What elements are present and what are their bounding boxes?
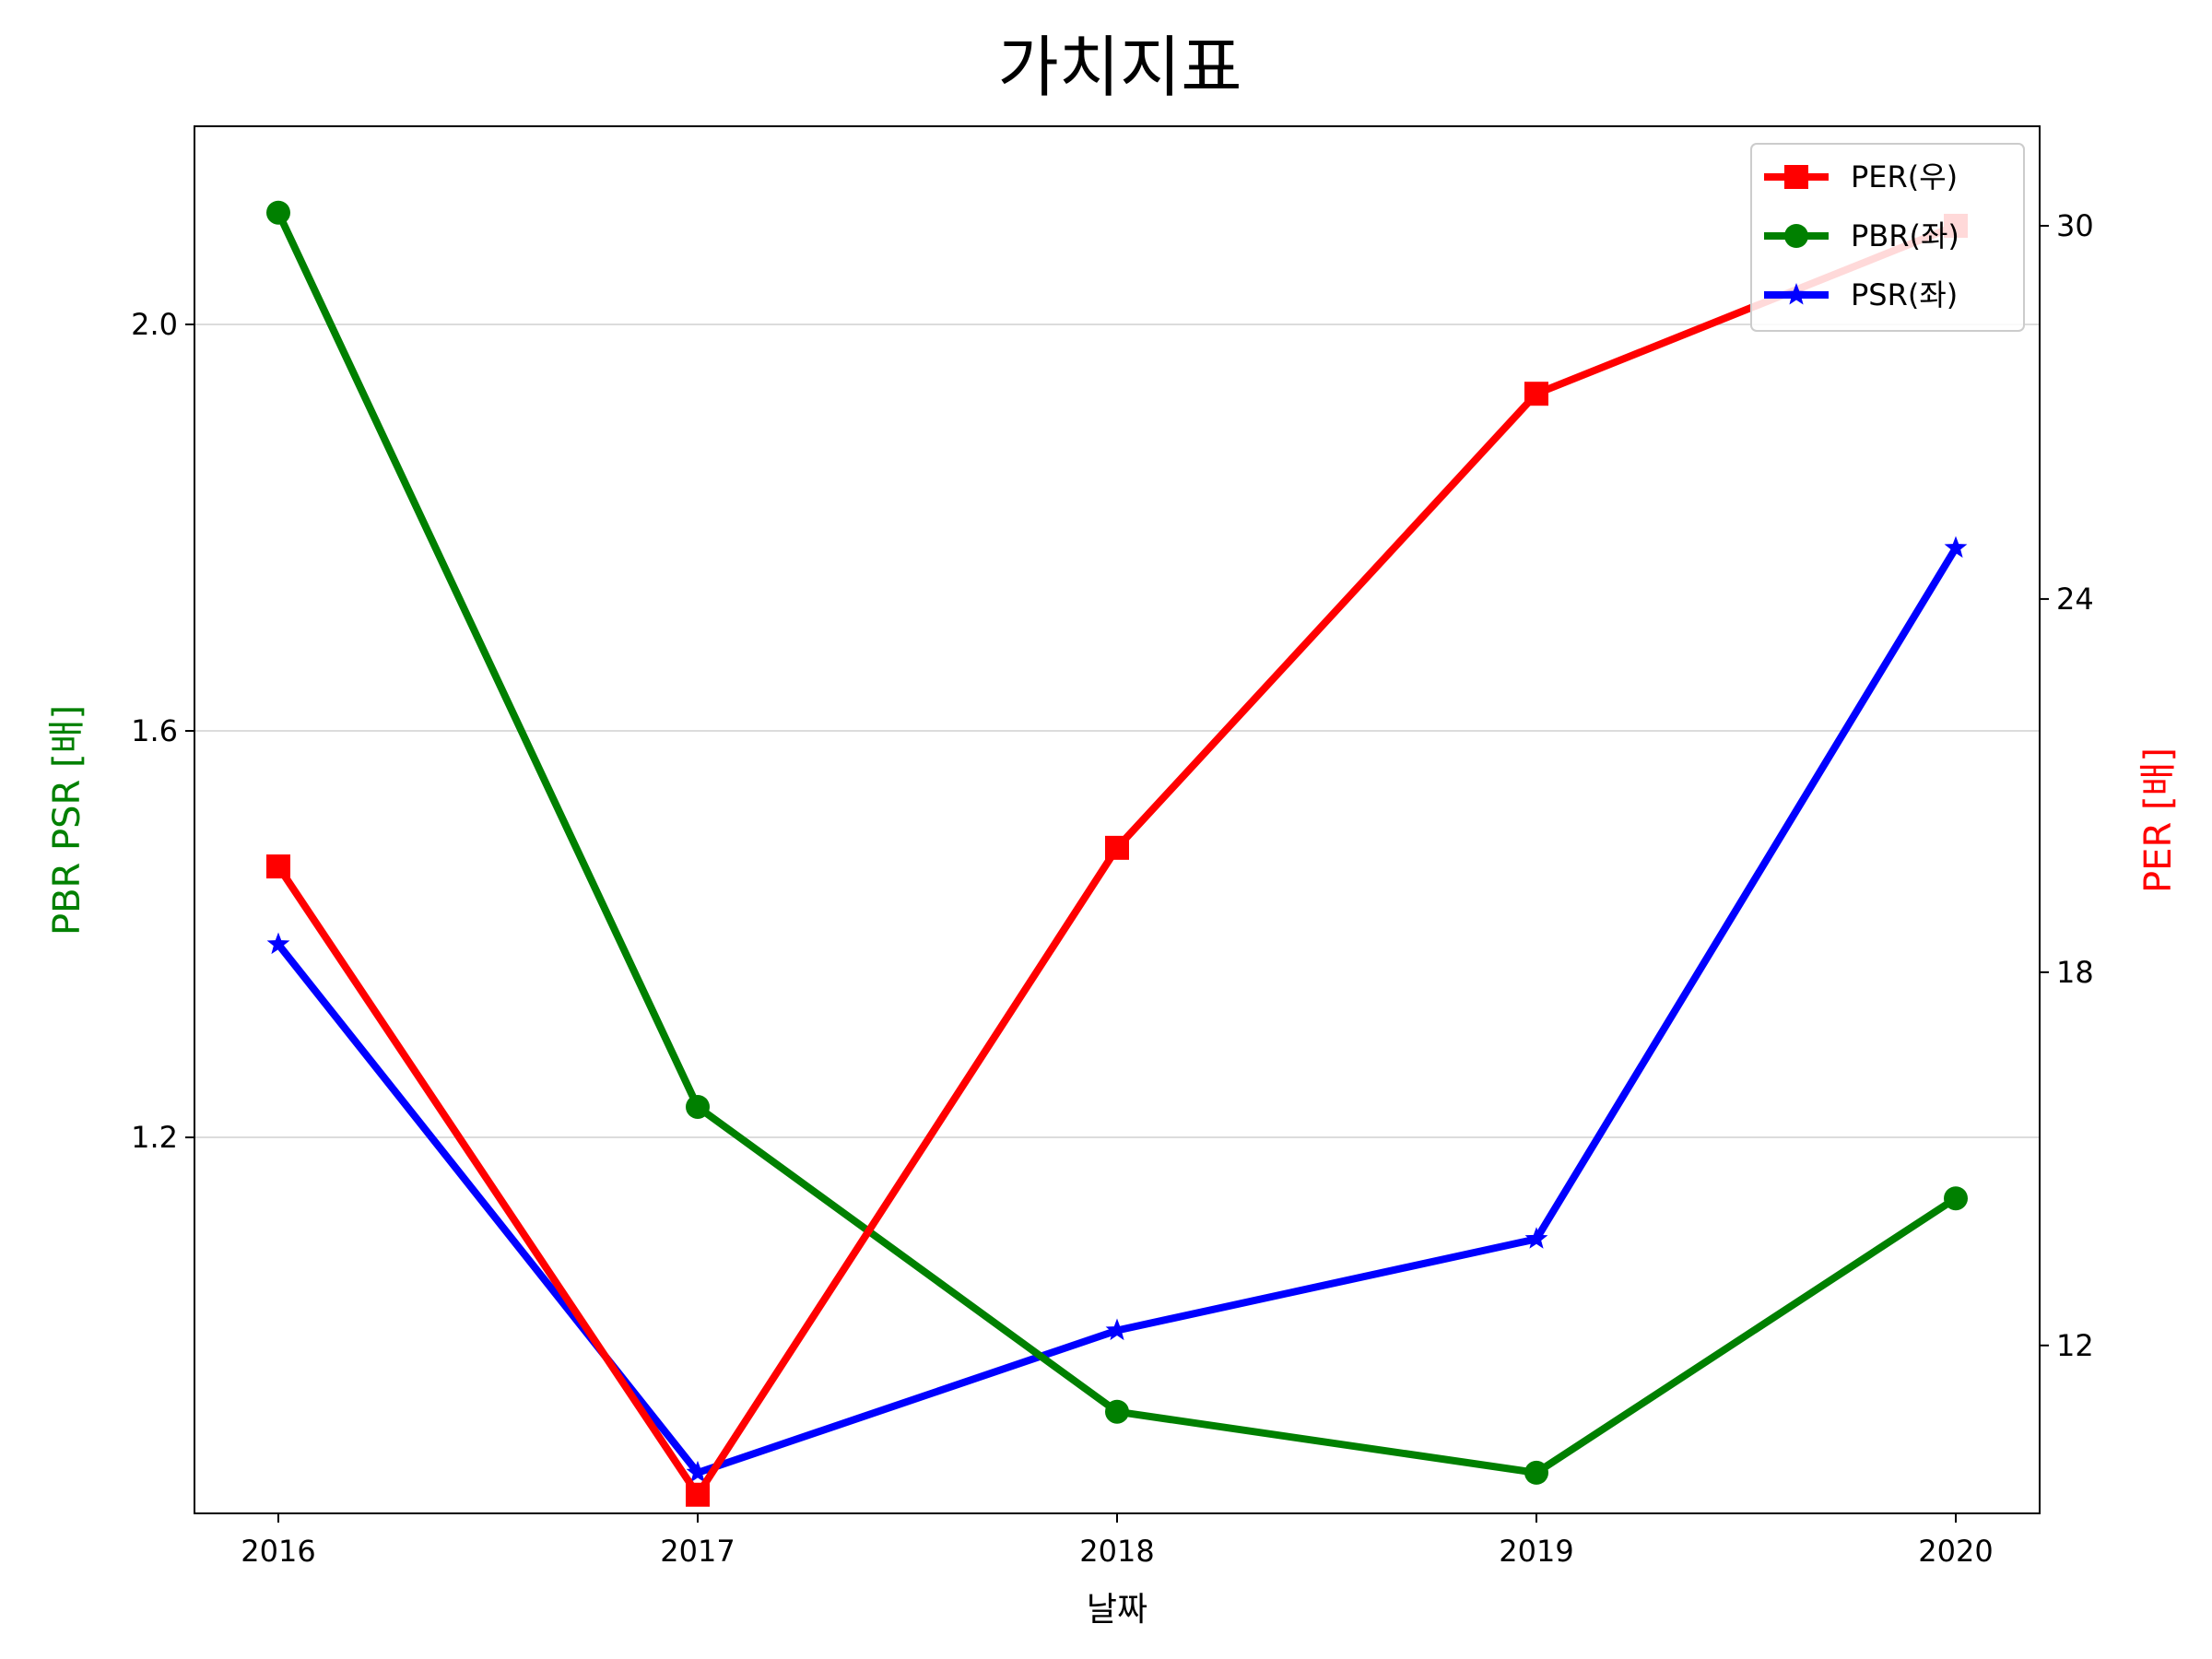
series-psr-point	[686, 1460, 710, 1483]
chart-title: 가치지표	[998, 29, 1242, 106]
series-per	[266, 213, 1968, 1507]
x-tick-label: 2020	[1918, 1534, 1993, 1569]
y-axis-right-label: PER [배]	[2137, 747, 2180, 893]
legend-box	[1750, 143, 2025, 332]
grid-lines	[194, 324, 2040, 1138]
y-axis-right: 30 24 18 12	[2040, 208, 2094, 1363]
legend-item-per: PER(우)	[1764, 159, 1958, 194]
series-psr	[266, 535, 1968, 1483]
series-pbr-point	[1105, 1399, 1129, 1424]
series-psr-point	[1944, 535, 1968, 559]
y-right-tick-label: 24	[2056, 582, 2094, 617]
x-tick-label: 2019	[1499, 1534, 1573, 1569]
x-tick-label: 2018	[1079, 1534, 1154, 1569]
legend-swatch-marker	[1784, 165, 1808, 189]
plot-frame	[194, 125, 2041, 1514]
series-layer	[266, 200, 1968, 1507]
x-axis-label: 날짜	[1087, 1591, 1147, 1629]
series-pbr	[266, 200, 1968, 1485]
legend: PER(우) PBR(좌) PSR(좌)	[1750, 143, 2025, 332]
y-left-tick-label: 2.0	[131, 307, 178, 342]
legend-label: PSR(좌)	[1851, 277, 1958, 312]
series-pbr-point	[1524, 1460, 1548, 1485]
legend-swatch-marker	[1784, 283, 1808, 305]
legend-label: PBR(좌)	[1851, 218, 1959, 253]
series-pbr-point	[1944, 1186, 1968, 1211]
y-right-tick-label: 18	[2056, 955, 2094, 990]
legend-item-pbr: PBR(좌)	[1764, 218, 1959, 253]
legend-label: PER(우)	[1851, 159, 1958, 194]
series-per-point	[266, 854, 290, 879]
y-right-tick-label: 30	[2056, 208, 2094, 243]
x-tick-label: 2017	[660, 1534, 735, 1569]
y-axis-left: 2.0 1.6 1.2	[131, 307, 194, 1155]
series-psr-point	[1524, 1227, 1548, 1249]
x-tick-label: 2016	[241, 1534, 315, 1569]
series-per-point	[686, 1482, 710, 1507]
series-pbr-point	[266, 200, 290, 225]
legend-item-psr: PSR(좌)	[1764, 277, 1958, 312]
series-per-line	[275, 222, 1958, 1499]
series-per-point	[1524, 382, 1548, 406]
y-left-tick-label: 1.2	[131, 1120, 178, 1155]
y-right-tick-label: 12	[2056, 1328, 2094, 1363]
legend-swatch-marker	[1784, 224, 1808, 248]
y-left-tick-label: 1.6	[131, 713, 178, 748]
y-axis-left-label: PBR PSR [배]	[46, 705, 88, 935]
series-psr-point	[266, 932, 290, 955]
series-pbr-point	[686, 1094, 710, 1119]
x-axis: 2016 2017 2018 2019 2020	[241, 1513, 1994, 1569]
series-per-point	[1105, 835, 1129, 860]
series-psr-point	[1105, 1318, 1129, 1341]
